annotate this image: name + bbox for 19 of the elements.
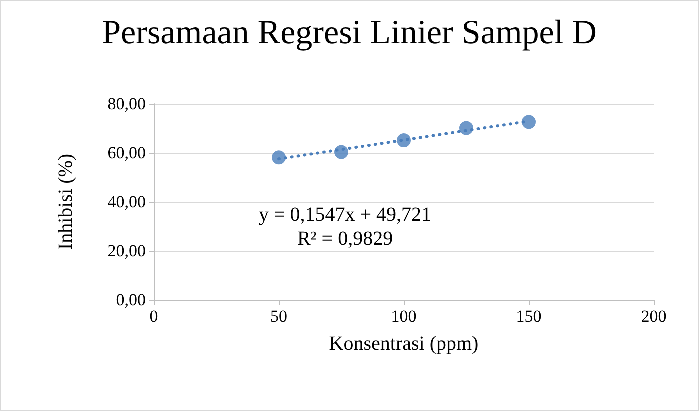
y-tick-label: 80,00 xyxy=(108,94,146,114)
point xyxy=(522,115,536,130)
y-tick-label: 40,00 xyxy=(108,192,146,212)
x-tick-label: 50 xyxy=(270,307,288,326)
y-tick-label: 20,00 xyxy=(108,242,146,260)
chart-title: Persamaan Regresi Linier Sampel D xyxy=(102,14,597,52)
annotation: y = 0,1547x + 49,721 R² = 0,9829 xyxy=(259,204,432,250)
y-tick-label: 0,00 xyxy=(116,290,146,310)
y-axis-title: Inhibisi (%) xyxy=(55,154,77,250)
y-tick-label: 60,00 xyxy=(108,144,146,162)
x-axis-title: Konsentrasi (ppm) xyxy=(329,333,479,355)
x-tick-label: 150 xyxy=(516,307,542,326)
point xyxy=(272,150,286,165)
point xyxy=(460,121,474,136)
x-tick-label: 0 xyxy=(150,307,158,326)
point xyxy=(334,145,348,160)
x-tick-label: 100 xyxy=(391,307,417,326)
x-tick-label: 200 xyxy=(641,307,667,326)
point xyxy=(397,134,411,148)
